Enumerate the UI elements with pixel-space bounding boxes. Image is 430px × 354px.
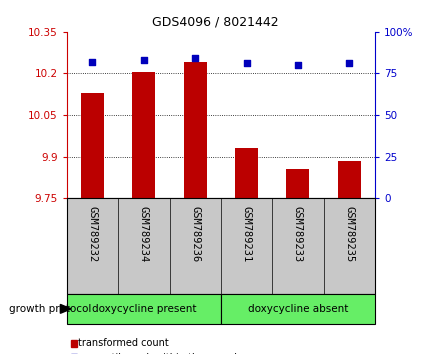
Point <box>191 56 198 61</box>
Bar <box>220 294 374 324</box>
Bar <box>132 72 155 198</box>
Bar <box>234 148 258 198</box>
Text: GSM789231: GSM789231 <box>241 206 251 262</box>
Point <box>89 59 96 65</box>
Text: GSM789235: GSM789235 <box>344 206 353 262</box>
Point <box>294 62 301 68</box>
Bar <box>183 62 206 198</box>
Text: transformed count: transformed count <box>77 338 168 348</box>
Text: GSM789236: GSM789236 <box>190 206 200 262</box>
Point <box>140 57 147 63</box>
Point <box>345 61 352 66</box>
Text: growth protocol: growth protocol <box>9 304 91 314</box>
Text: GDS4096 / 8021442: GDS4096 / 8021442 <box>152 16 278 29</box>
Polygon shape <box>60 304 71 313</box>
Text: GSM789233: GSM789233 <box>292 206 302 262</box>
Text: doxycycline absent: doxycycline absent <box>247 304 347 314</box>
Point <box>243 61 249 66</box>
Text: percentile rank within the sample: percentile rank within the sample <box>77 353 242 354</box>
Bar <box>81 93 104 198</box>
Text: GSM789234: GSM789234 <box>138 206 148 262</box>
Bar <box>67 294 221 324</box>
Text: GSM789232: GSM789232 <box>87 206 97 262</box>
Bar <box>286 169 309 198</box>
Bar <box>337 161 360 198</box>
Text: doxycycline present: doxycycline present <box>92 304 196 314</box>
